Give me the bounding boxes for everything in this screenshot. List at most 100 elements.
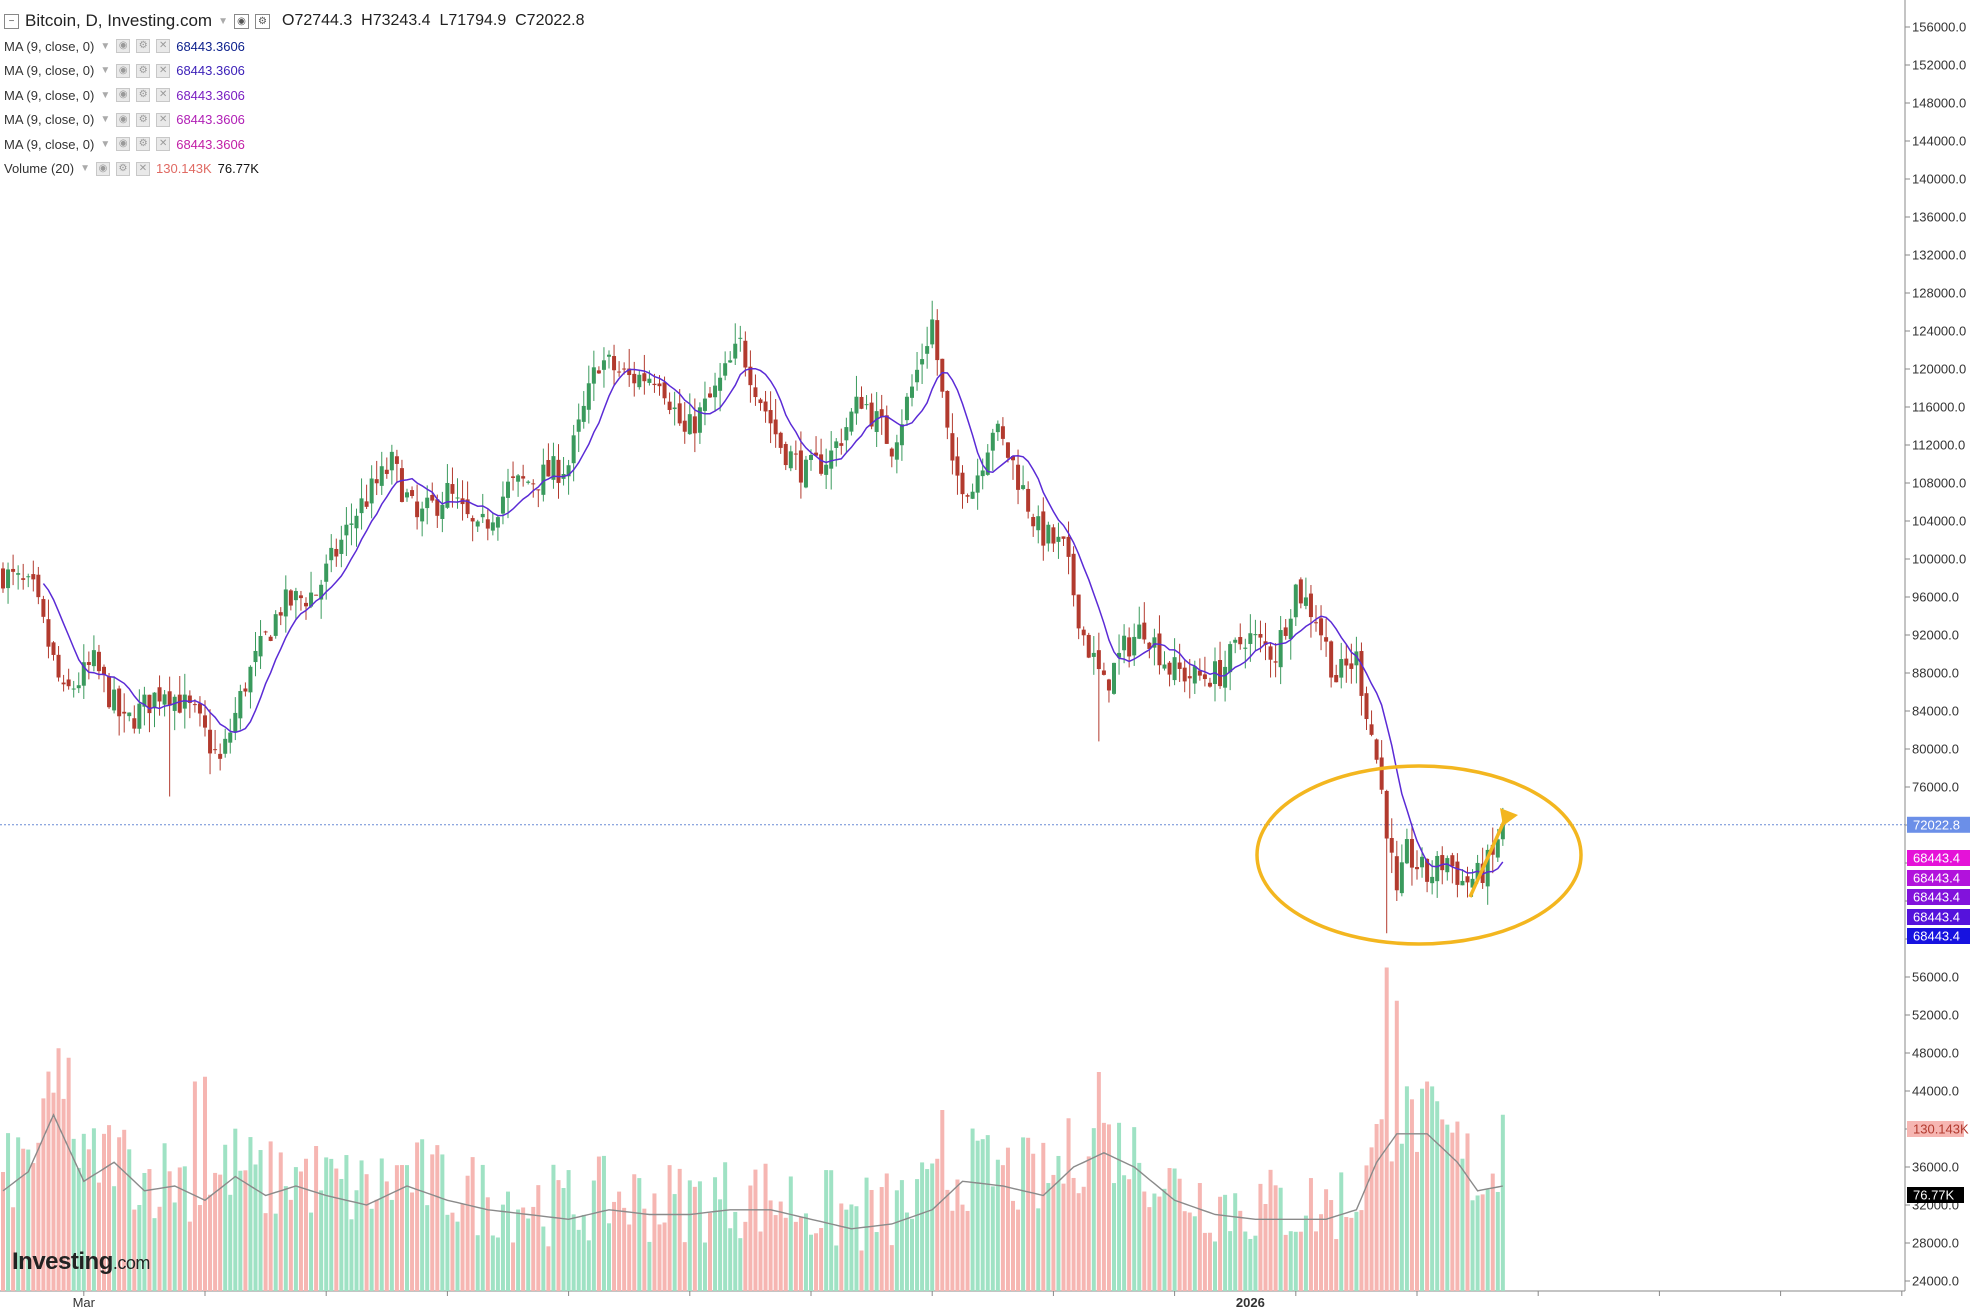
gear-icon[interactable]: ⚙ (136, 137, 151, 152)
candle-body (324, 563, 329, 582)
volume-bar (652, 1193, 657, 1291)
candle-body (91, 650, 96, 667)
volume-bar (844, 1209, 849, 1291)
candle-body (758, 399, 763, 404)
chevron-down-icon[interactable]: ▼ (100, 40, 111, 52)
volume-bar (1430, 1086, 1435, 1291)
collapse-legend-icon[interactable]: − (4, 13, 19, 29)
candle-body (657, 383, 662, 387)
eye-icon[interactable]: ◉ (96, 161, 110, 176)
candle-body (920, 359, 925, 365)
volume-bar (834, 1245, 839, 1291)
gear-icon[interactable]: ⚙ (254, 13, 270, 29)
legend-title-row: − Bitcoin, D, Investing.com ▼ ◉ ⚙ O72744… (4, 8, 585, 34)
gear-icon[interactable]: ⚙ (136, 112, 151, 127)
eye-icon[interactable]: ◉ (233, 13, 249, 29)
candle-body (1369, 724, 1374, 735)
chevron-down-icon[interactable]: ▼ (80, 163, 90, 175)
chevron-down-icon[interactable]: ▼ (100, 89, 111, 101)
volume-bar (728, 1228, 733, 1291)
close-icon[interactable]: ✕ (156, 137, 171, 152)
gear-icon[interactable]: ⚙ (136, 63, 151, 78)
candle-body (218, 753, 223, 759)
volume-bar (541, 1226, 546, 1291)
volume-bar (1021, 1137, 1026, 1291)
close-icon[interactable]: ✕ (156, 112, 171, 127)
volume-bar (970, 1128, 975, 1291)
chevron-down-icon[interactable]: ▼ (100, 114, 111, 126)
volume-bar (455, 1221, 460, 1291)
volume-bar (11, 1207, 16, 1291)
candle-body (278, 612, 283, 616)
candle-body (829, 450, 834, 469)
close-icon[interactable]: ✕ (136, 161, 150, 176)
volume-bar (36, 1142, 41, 1291)
volume-bar (995, 1159, 1000, 1291)
volume-bar (1233, 1193, 1238, 1291)
candle-body (526, 481, 531, 483)
chevron-down-icon[interactable]: ▼ (218, 15, 228, 27)
volume-bar (1162, 1188, 1167, 1291)
symbol-title[interactable]: Bitcoin, D, Investing.com (25, 11, 213, 30)
gear-icon[interactable]: ⚙ (116, 161, 130, 176)
eye-icon[interactable]: ◉ (116, 137, 131, 152)
candle-body (445, 482, 450, 508)
volume-bar (61, 1098, 66, 1291)
candle-body (1223, 666, 1228, 688)
close-icon[interactable]: ✕ (156, 63, 171, 78)
close-icon[interactable]: ✕ (156, 88, 171, 103)
gear-icon[interactable]: ⚙ (136, 39, 151, 54)
candle-body (147, 694, 152, 714)
volume-bar (1041, 1142, 1046, 1291)
highlight-ellipse (1255, 764, 1583, 946)
candle-body (662, 382, 667, 399)
candle-body (475, 521, 480, 527)
candle-body (1182, 667, 1187, 682)
volume-bar (1132, 1127, 1137, 1291)
candle-body (551, 456, 556, 480)
eye-icon[interactable]: ◉ (116, 112, 131, 127)
gear-icon[interactable]: ⚙ (136, 88, 151, 103)
candle-body (354, 515, 359, 529)
candle-body (1076, 594, 1081, 629)
y-tick-label: 44000.0 (1912, 1084, 1959, 1099)
candle-body (107, 676, 112, 708)
volume-bar (142, 1172, 147, 1291)
eye-icon[interactable]: ◉ (116, 39, 131, 54)
close-icon[interactable]: ✕ (156, 39, 171, 54)
volume-bar (536, 1185, 541, 1291)
indicator-label[interactable]: MA (9, close, 0) (4, 87, 95, 103)
eye-icon[interactable]: ◉ (116, 88, 131, 103)
volume-bar (91, 1128, 96, 1291)
chevron-down-icon[interactable]: ▼ (100, 138, 111, 150)
indicator-label[interactable]: MA (9, close, 0) (4, 38, 95, 54)
candle-body (763, 401, 768, 412)
y-tick-label: 148000.0 (1912, 96, 1966, 111)
price-marker-label: 68443.4 (1913, 890, 1960, 905)
price-marker-label: 72022.8 (1913, 817, 1960, 832)
volume-bar (521, 1207, 526, 1291)
volume-bar (1293, 1231, 1298, 1291)
indicator-label[interactable]: MA (9, close, 0) (4, 63, 95, 79)
candle-body (1404, 839, 1409, 864)
volume-bar (495, 1237, 500, 1291)
volume-bar (258, 1150, 263, 1291)
volume-bar (677, 1168, 682, 1291)
candle-body (955, 456, 960, 476)
candle-body (642, 373, 647, 382)
candle-body (1106, 679, 1111, 691)
volume-bar (122, 1129, 127, 1291)
chevron-down-icon[interactable]: ▼ (100, 65, 111, 77)
eye-icon[interactable]: ◉ (116, 63, 131, 78)
candle-body (137, 703, 142, 729)
candle-body (410, 490, 415, 497)
indicator-label[interactable]: MA (9, close, 0) (4, 136, 95, 152)
volume-bar (490, 1235, 495, 1291)
volume-bar (218, 1174, 223, 1291)
indicator-label[interactable]: MA (9, close, 0) (4, 112, 95, 128)
indicator-label[interactable]: Volume (20) (4, 161, 75, 177)
volume-bar (293, 1167, 298, 1291)
volume-bar (1197, 1183, 1202, 1291)
volume-bar (803, 1213, 808, 1291)
